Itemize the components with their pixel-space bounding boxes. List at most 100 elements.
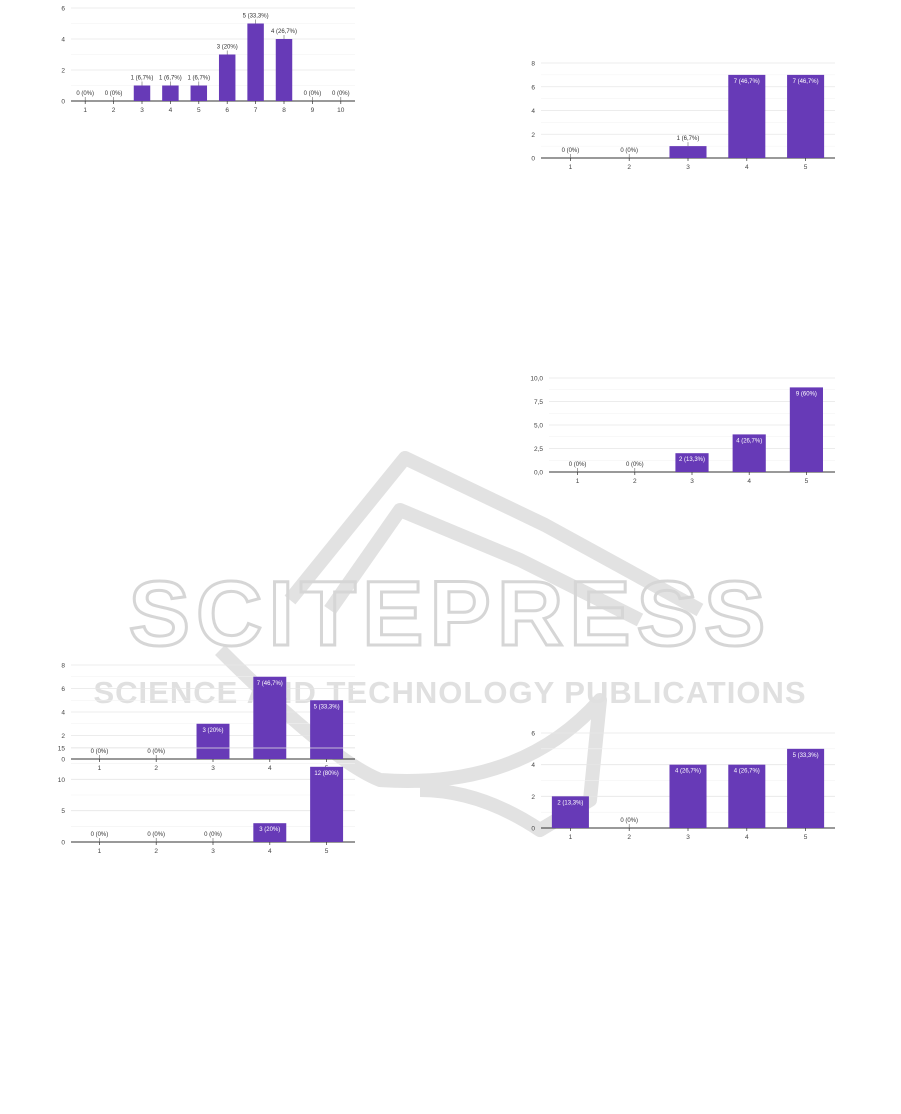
y-tick-label: 2 bbox=[531, 794, 535, 801]
y-tick-label: 4 bbox=[531, 762, 535, 769]
x-tick-label: 1 bbox=[569, 164, 573, 171]
bar bbox=[675, 453, 709, 472]
data-label: 3 (20%) bbox=[202, 728, 223, 734]
y-tick-label: 0 bbox=[61, 840, 65, 847]
x-tick-label: 1 bbox=[98, 848, 102, 855]
x-tick-label: 5 bbox=[197, 107, 201, 114]
y-tick-label: 4 bbox=[61, 37, 65, 44]
data-label: 0 (0%) bbox=[626, 462, 644, 468]
x-tick-label: 3 bbox=[686, 834, 690, 841]
data-label: 0 (0%) bbox=[105, 91, 123, 97]
data-label: 4 (26,7%) bbox=[271, 29, 297, 35]
y-tick-label: 5 bbox=[61, 808, 65, 815]
x-tick-label: 4 bbox=[268, 848, 272, 855]
y-tick-label: 0 bbox=[61, 99, 65, 106]
x-tick-label: 7 bbox=[254, 107, 258, 114]
data-label: 9 (60%) bbox=[796, 391, 817, 397]
x-tick-label: 5 bbox=[804, 834, 808, 841]
data-label: 3 (20%) bbox=[217, 45, 238, 51]
data-label: 7 (46,7%) bbox=[734, 79, 760, 85]
data-label: 0 (0%) bbox=[147, 749, 165, 755]
watermark-brand: SCITEPRESS bbox=[129, 563, 772, 665]
x-tick-label: 3 bbox=[140, 107, 144, 114]
y-tick-label: 2 bbox=[61, 733, 65, 740]
data-label: 2 (13,3%) bbox=[679, 457, 705, 463]
data-label: 0 (0%) bbox=[332, 91, 350, 97]
bar bbox=[253, 823, 287, 842]
bar bbox=[253, 676, 287, 759]
x-tick-label: 4 bbox=[745, 164, 749, 171]
x-tick-label: 5 bbox=[804, 164, 808, 171]
bar bbox=[787, 74, 825, 158]
x-tick-label: 3 bbox=[211, 848, 215, 855]
x-tick-label: 3 bbox=[690, 478, 694, 485]
x-tick-label: 4 bbox=[268, 765, 272, 772]
data-label: 4 (26,7%) bbox=[736, 438, 762, 444]
y-tick-label: 6 bbox=[61, 686, 65, 693]
data-label: 5 (33,3%) bbox=[793, 753, 819, 759]
y-tick-label: 0,0 bbox=[534, 470, 543, 477]
x-tick-label: 2 bbox=[112, 107, 116, 114]
bar bbox=[310, 700, 344, 759]
x-tick-label: 2 bbox=[154, 765, 158, 772]
bar bbox=[218, 54, 236, 101]
data-label: 1 (6,7%) bbox=[187, 76, 210, 82]
bar bbox=[787, 748, 825, 828]
data-label: 5 (33,3%) bbox=[314, 704, 340, 710]
x-tick-label: 1 bbox=[576, 478, 580, 485]
y-tick-label: 7,5 bbox=[534, 399, 543, 406]
watermark-tagline: SCIENCE AND TECHNOLOGY PUBLICATIONS bbox=[93, 675, 806, 710]
bar bbox=[310, 766, 344, 842]
data-label: 1 (6,7%) bbox=[131, 76, 154, 82]
data-label: 5 (33,3%) bbox=[243, 14, 269, 20]
data-label: 4 (26,7%) bbox=[734, 769, 760, 775]
y-tick-label: 15 bbox=[58, 746, 66, 753]
bar-chart-3: 0,0 2,5 5,0 7,5 10,0 1 0 (0%) 2 0 (0%) 3 2 (13,3%)… bbox=[525, 371, 835, 489]
bar bbox=[728, 74, 766, 158]
bar bbox=[669, 146, 707, 158]
data-label: 0 (0%) bbox=[147, 832, 165, 838]
y-tick-label: 2 bbox=[61, 68, 65, 75]
data-label: 2 (13,3%) bbox=[557, 800, 583, 806]
y-tick-label: 6 bbox=[531, 731, 535, 738]
data-label: 0 (0%) bbox=[304, 91, 322, 97]
data-label: 0 (0%) bbox=[76, 91, 94, 97]
bar-chart-5: 0 2 4 6 1 2 (13,3%) 2 0 (0%) 3 4 (26,7%) 4 4 (26,7%… bbox=[525, 726, 835, 844]
x-tick-label: 8 bbox=[282, 107, 286, 114]
bar bbox=[669, 764, 707, 828]
data-label: 0 (0%) bbox=[91, 832, 109, 838]
data-label: 0 (0%) bbox=[562, 148, 580, 154]
data-label: 12 (80%) bbox=[314, 771, 338, 777]
bar bbox=[789, 387, 823, 472]
x-tick-label: 6 bbox=[225, 107, 229, 114]
y-tick-label: 10,0 bbox=[530, 376, 543, 383]
data-label: 0 (0%) bbox=[91, 749, 109, 755]
x-tick-label: 4 bbox=[745, 834, 749, 841]
x-tick-label: 3 bbox=[211, 765, 215, 772]
x-tick-label: 1 bbox=[83, 107, 87, 114]
bar-chart-1: 0 2 4 6 1 0 (0%) 2 0 (0%) 3 1 (6,7%) 4 1 (6,7%) 5 1 (… bbox=[55, 0, 355, 118]
y-tick-label: 6 bbox=[531, 84, 535, 91]
y-tick-label: 2 bbox=[531, 132, 535, 139]
x-tick-label: 2 bbox=[154, 848, 158, 855]
y-tick-label: 0 bbox=[531, 156, 535, 163]
x-tick-label: 5 bbox=[325, 848, 329, 855]
x-tick-label: 3 bbox=[686, 164, 690, 171]
bar bbox=[190, 85, 208, 101]
bar bbox=[196, 723, 230, 759]
bar bbox=[732, 434, 766, 472]
data-label: 3 (20%) bbox=[259, 827, 280, 833]
y-tick-label: 8 bbox=[531, 61, 535, 68]
data-label: 0 (0%) bbox=[620, 148, 638, 154]
y-tick-label: 10 bbox=[58, 777, 66, 784]
y-tick-label: 4 bbox=[61, 710, 65, 717]
data-label: 4 (26,7%) bbox=[675, 769, 701, 775]
x-tick-label: 2 bbox=[627, 164, 631, 171]
bar bbox=[551, 796, 589, 828]
y-tick-label: 6 bbox=[61, 6, 65, 13]
x-tick-label: 4 bbox=[747, 478, 751, 485]
y-tick-label: 0 bbox=[531, 826, 535, 833]
x-tick-label: 4 bbox=[169, 107, 173, 114]
